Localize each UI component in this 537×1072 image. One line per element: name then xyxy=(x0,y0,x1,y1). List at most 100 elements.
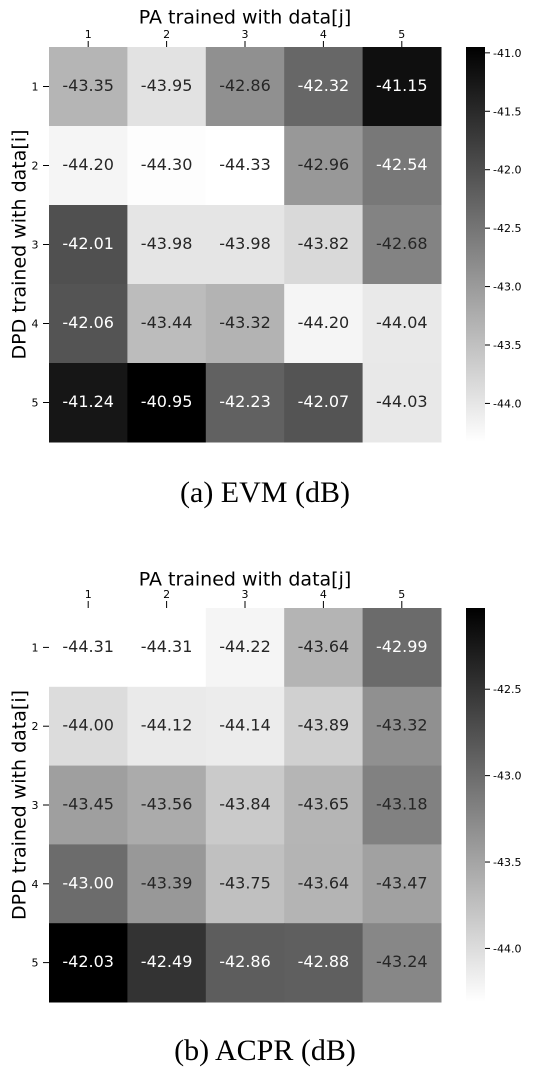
cell-value-label: -43.84 xyxy=(219,795,271,814)
x-axis-title: PA trained with data[j] xyxy=(139,7,352,29)
colorbar-tick-label: -41.5 xyxy=(493,105,521,118)
cell-value-label: -42.01 xyxy=(62,234,114,253)
figure-caption: (a) EVM (dB) xyxy=(180,476,350,509)
cell-value-label: -44.04 xyxy=(376,313,428,332)
cell-value-label: -43.45 xyxy=(62,795,114,814)
y-tick-label: 5 xyxy=(32,397,39,410)
heatmap-cell xyxy=(127,284,207,364)
heatmap-cell xyxy=(362,205,442,285)
y-tick-label: 2 xyxy=(32,720,39,733)
cell-value-label: -40.95 xyxy=(141,392,193,411)
heatmap-cell xyxy=(205,47,285,127)
x-tick-label: 3 xyxy=(242,28,249,41)
colorbar-tick-label: -44.0 xyxy=(493,397,521,410)
cell-value-label: -41.15 xyxy=(376,76,428,95)
colorbar-tick-label: -44.0 xyxy=(493,942,521,955)
cell-value-label: -44.31 xyxy=(62,637,114,656)
colorbar-tick-label: -43.5 xyxy=(493,856,521,869)
cell-value-label: -42.49 xyxy=(141,952,193,971)
heatmap-acpr: PA trained with data[j] DPD trained with … xyxy=(9,569,522,1068)
cell-value-label: -43.56 xyxy=(141,795,193,814)
heatmap-cell xyxy=(362,844,442,924)
cell-value-label: -43.82 xyxy=(298,234,350,253)
heatmap-cell xyxy=(284,284,364,364)
cell-value-label: -43.89 xyxy=(298,716,350,735)
cell-value-label: -43.47 xyxy=(376,873,428,892)
colorbar-tick-label: -42.5 xyxy=(493,683,521,696)
colorbar-tick-label: -43.0 xyxy=(493,770,521,783)
heatmap-cell xyxy=(49,205,128,285)
cell-value-label: -43.65 xyxy=(298,795,350,814)
cell-value-label: -43.35 xyxy=(62,76,114,95)
cell-value-label: -44.03 xyxy=(376,392,428,411)
cell-value-label: -42.86 xyxy=(219,952,271,971)
heatmap-cell xyxy=(205,284,285,364)
cell-value-label: -43.64 xyxy=(298,637,350,656)
cell-value-label: -44.20 xyxy=(62,155,114,174)
heatmap-cell xyxy=(49,284,128,364)
y-tick-label: 1 xyxy=(32,81,39,94)
cell-value-label: -42.23 xyxy=(219,392,271,411)
heatmap-cell xyxy=(127,47,207,127)
heatmap-cell xyxy=(205,608,285,688)
heatmap-cell xyxy=(362,47,442,127)
cell-value-label: -43.95 xyxy=(141,76,193,95)
heatmap-cell xyxy=(362,686,442,767)
y-tick-label: 3 xyxy=(32,799,39,812)
x-axis-title: PA trained with data[j] xyxy=(139,569,352,591)
x-tick-label: 1 xyxy=(85,588,92,601)
x-tick-label: 1 xyxy=(85,28,92,41)
heatmap-cell xyxy=(49,765,128,845)
heatmap-cell xyxy=(284,765,364,845)
cell-value-label: -43.00 xyxy=(62,873,114,892)
heatmap-cell xyxy=(127,126,207,206)
heatmap-cell xyxy=(362,363,442,443)
heatmap-cell xyxy=(284,686,364,767)
heatmap-cell xyxy=(205,686,285,767)
x-tick-label: 4 xyxy=(320,28,327,41)
cell-value-label: -42.06 xyxy=(62,313,114,332)
colorbar-tick-label: -42.0 xyxy=(493,164,521,177)
cell-value-label: -43.98 xyxy=(141,234,193,253)
y-axis-title: DPD trained with data[i] xyxy=(9,690,31,920)
cell-value-label: -42.99 xyxy=(376,637,428,656)
heatmap-cell xyxy=(284,844,364,924)
heatmap-cell xyxy=(205,923,285,1003)
x-tick-label: 2 xyxy=(163,588,170,601)
heatmap-cell xyxy=(284,205,364,285)
colorbar-tick-label: -41.0 xyxy=(493,47,521,60)
colorbar-tick-label: -43.0 xyxy=(493,281,521,294)
cell-value-label: -44.30 xyxy=(141,155,193,174)
heatmap-cell xyxy=(127,765,207,845)
heatmap-cell xyxy=(205,126,285,206)
cell-value-label: -43.44 xyxy=(141,313,193,332)
cell-value-label: -43.39 xyxy=(141,873,193,892)
cell-value-label: -44.14 xyxy=(219,716,271,735)
cell-value-label: -43.64 xyxy=(298,873,350,892)
y-tick-label: 5 xyxy=(32,957,39,970)
x-tick-label: 5 xyxy=(398,28,405,41)
cell-value-label: -42.96 xyxy=(298,155,350,174)
cell-value-label: -43.18 xyxy=(376,795,428,814)
y-tick-label: 3 xyxy=(32,239,39,252)
colorbar-tick-label: -42.5 xyxy=(493,222,521,235)
cell-value-label: -43.75 xyxy=(219,873,271,892)
heatmap-cell xyxy=(205,363,285,443)
heatmap-cell xyxy=(205,205,285,285)
heatmap-cell xyxy=(49,47,128,127)
y-tick-label: 4 xyxy=(32,878,39,891)
heatmap-cell xyxy=(205,844,285,924)
cell-value-label: -43.32 xyxy=(219,313,271,332)
heatmap-cell xyxy=(284,923,364,1003)
cell-value-label: -42.88 xyxy=(298,952,350,971)
colorbar xyxy=(466,608,485,1002)
heatmap-cell xyxy=(49,844,128,924)
heatmap-cell xyxy=(49,608,128,688)
cell-value-label: -44.12 xyxy=(141,716,193,735)
cell-value-label: -42.03 xyxy=(62,952,114,971)
heatmap-cell xyxy=(127,923,207,1003)
y-tick-label: 2 xyxy=(32,160,39,173)
heatmap-cell xyxy=(49,686,128,767)
colorbar-tick-label: -43.5 xyxy=(493,339,521,352)
heatmap-cell xyxy=(284,126,364,206)
